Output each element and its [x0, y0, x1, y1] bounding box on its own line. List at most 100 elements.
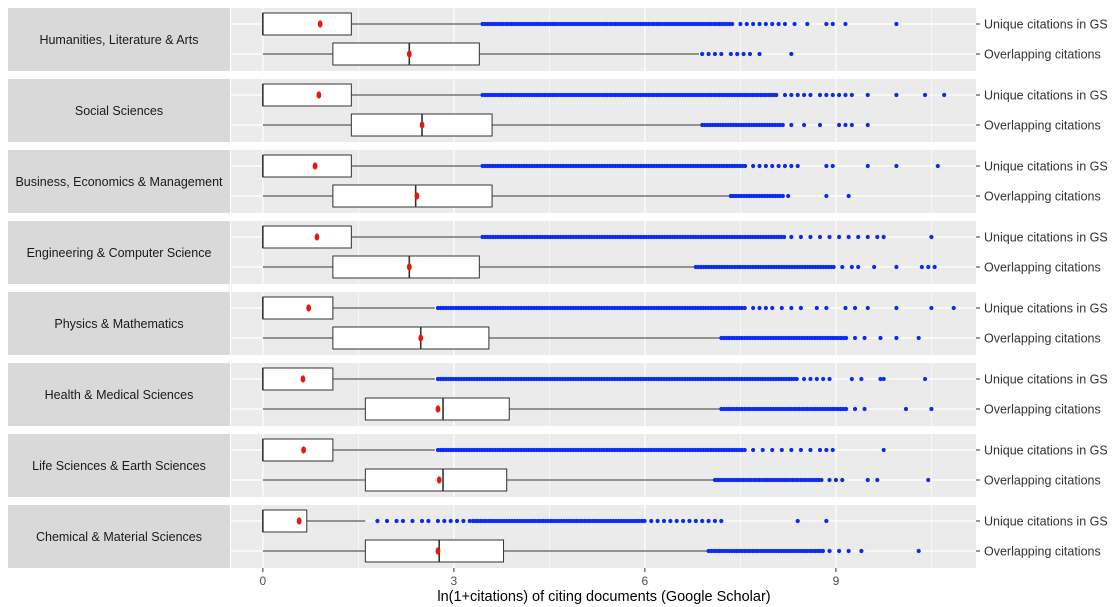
outlier-point: [783, 22, 787, 26]
outlier-point: [410, 519, 414, 523]
mean-marker: [418, 334, 423, 341]
outlier-point: [819, 478, 823, 482]
mean-marker: [297, 517, 302, 524]
outlier-point: [449, 519, 453, 523]
mean-marker: [318, 20, 323, 27]
outlier-point: [442, 519, 446, 523]
iqr-box: [263, 13, 352, 35]
outlier-point: [789, 123, 793, 127]
outlier-point: [824, 164, 828, 168]
facet-strip-label: Business, Economics & Management: [15, 175, 223, 189]
facet-panel: Chemical & Material Sciences Unique citat…: [8, 505, 1108, 568]
outlier-point: [824, 194, 828, 198]
outlier-point: [757, 164, 761, 168]
row-label: Overlapping citations: [984, 48, 1101, 62]
outlier-point: [799, 448, 803, 452]
outlier-point: [656, 519, 660, 523]
mean-marker: [415, 192, 420, 199]
outlier-point: [850, 377, 854, 381]
outlier-point: [894, 306, 898, 310]
outlier-point: [853, 306, 857, 310]
outlier-point: [856, 265, 860, 269]
outlier-point: [850, 123, 854, 127]
outlier-point: [761, 448, 765, 452]
outlier-point: [455, 519, 459, 523]
outlier-point: [824, 93, 828, 97]
row-label: Unique citations in GS: [984, 231, 1108, 245]
outlier-point: [832, 265, 836, 269]
mean-marker: [315, 233, 320, 240]
outlier-point: [789, 306, 793, 310]
outlier-point: [789, 52, 793, 56]
mean-marker: [407, 263, 412, 270]
outlier-point: [827, 478, 831, 482]
outlier-point: [875, 235, 879, 239]
row-label: Unique citations in GS: [984, 160, 1108, 174]
outlier-point: [866, 164, 870, 168]
outlier-point: [764, 22, 768, 26]
mean-marker: [301, 375, 306, 382]
outlier-point: [802, 123, 806, 127]
outlier-point: [831, 448, 835, 452]
outlier-point: [862, 407, 866, 411]
outlier-point: [668, 519, 672, 523]
outlier-point: [815, 377, 819, 381]
mean-marker: [407, 50, 412, 57]
x-tick-label: 9: [833, 574, 840, 588]
outlier-point: [875, 478, 879, 482]
outlier-point: [780, 306, 784, 310]
outlier-point: [781, 123, 785, 127]
outlier-point: [831, 164, 835, 168]
outlier-point: [799, 235, 803, 239]
mean-marker: [301, 446, 306, 453]
row-label: Overlapping citations: [984, 545, 1101, 559]
outlier-point: [426, 519, 430, 523]
outlier-point: [818, 448, 822, 452]
outlier-point: [751, 164, 755, 168]
outlier-point: [764, 306, 768, 310]
outlier-point: [735, 52, 739, 56]
iqr-box: [263, 226, 352, 248]
outlier-point: [795, 377, 799, 381]
outlier-point: [837, 123, 841, 127]
mean-marker: [437, 476, 442, 483]
facet-strip-label: Physics & Mathematics: [54, 317, 183, 331]
outlier-point: [799, 306, 803, 310]
outlier-point: [743, 164, 747, 168]
row-label: Unique citations in GS: [984, 515, 1108, 529]
outlier-point: [853, 336, 857, 340]
outlier-point: [796, 164, 800, 168]
x-axis-title: ln(1+citations) of citing documents (Goo…: [437, 589, 770, 605]
outlier-point: [821, 377, 825, 381]
outlier-point: [774, 93, 778, 97]
row-label: Unique citations in GS: [984, 18, 1108, 32]
outlier-point: [662, 519, 666, 523]
outlier-point: [751, 448, 755, 452]
facet-strip-label: Life Sciences & Earth Sciences: [32, 459, 206, 473]
x-tick-label: 6: [642, 574, 649, 588]
outlier-point: [808, 448, 812, 452]
mean-marker: [316, 91, 321, 98]
facet-panel: Humanities, Literature & ArtsUnique cita…: [8, 8, 1108, 71]
outlier-point: [843, 93, 847, 97]
facet-panel: Life Sciences & Earth SciencesUnique cit…: [8, 434, 1108, 497]
mean-marker: [313, 162, 318, 169]
row-label: Overlapping citations: [984, 190, 1101, 204]
iqr-box: [263, 297, 333, 319]
outlier-point: [894, 164, 898, 168]
outlier-point: [420, 519, 424, 523]
outlier-point: [952, 306, 956, 310]
outlier-point: [878, 336, 882, 340]
outlier-point: [866, 478, 870, 482]
facet-strip-label: Chemical & Material Sciences: [36, 530, 202, 544]
outlier-point: [843, 22, 847, 26]
outlier-point: [808, 235, 812, 239]
outlier-point: [818, 235, 822, 239]
x-axis: 0369: [259, 568, 839, 588]
outlier-point: [770, 448, 774, 452]
row-label: Unique citations in GS: [984, 302, 1108, 316]
outlier-point: [780, 448, 784, 452]
outlier-point: [815, 306, 819, 310]
row-label: Overlapping citations: [984, 474, 1101, 488]
iqr-box: [263, 368, 333, 390]
